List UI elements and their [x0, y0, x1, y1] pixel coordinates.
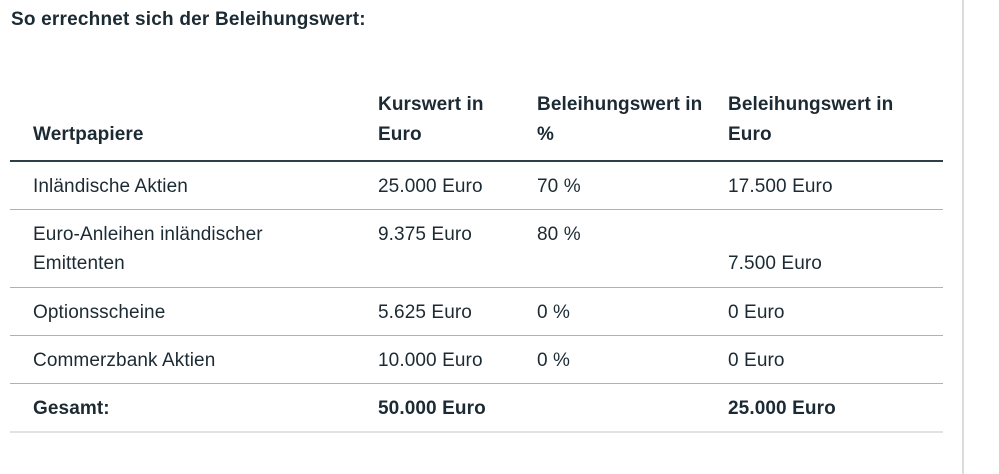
cell-beleihungswert-euro: 17.500 Euro [728, 161, 943, 210]
cell-beleihungswert-prozent: 80 % [537, 209, 728, 288]
cell-wertpapier-text: Euro-Anleihen inländischer Emittenten [33, 224, 263, 274]
table-row: Euro-Anleihen inländischer Emittenten 9.… [10, 209, 943, 288]
table-row: Commerzbank Aktien 10.000 Euro 0 % 0 Eur… [10, 335, 943, 384]
cell-wertpapier: Inländische Aktien [10, 161, 378, 210]
table-row: Inländische Aktien 25.000 Euro 70 % 17.5… [10, 161, 943, 210]
cell-wertpapier: Euro-Anleihen inländischer Emittenten [10, 209, 378, 288]
cell-beleihungswert-prozent: 0 % [537, 335, 728, 384]
total-beleihungswert-prozent [537, 383, 728, 433]
cell-kurswert: 5.625 Euro [378, 287, 537, 336]
table-header: Wertpapiere Kurswert in Euro Beleihungsw… [10, 86, 943, 162]
header-beleihungswert-euro: Beleihungswert in Euro [728, 86, 943, 162]
right-edge-divider [962, 0, 964, 474]
header-kurswert: Kurswert in Euro [378, 86, 537, 162]
header-row: Wertpapiere Kurswert in Euro Beleihungsw… [10, 86, 943, 162]
cell-wertpapier: Optionsscheine [10, 287, 378, 336]
cell-kurswert: 10.000 Euro [378, 335, 537, 384]
cell-beleihungswert-prozent: 70 % [537, 161, 728, 210]
table-total-row: Gesamt: 50.000 Euro 25.000 Euro [10, 383, 943, 433]
table-body: Inländische Aktien 25.000 Euro 70 % 17.5… [10, 161, 943, 433]
total-kurswert: 50.000 Euro [378, 383, 537, 433]
cell-kurswert: 9.375 Euro [378, 209, 537, 288]
total-beleihungswert-euro: 25.000 Euro [728, 383, 943, 433]
table-row: Optionsscheine 5.625 Euro 0 % 0 Euro [10, 287, 943, 336]
cell-wertpapier: Commerzbank Aktien [10, 335, 378, 384]
page-title: So errechnet sich der Beleihungswert: [11, 9, 366, 30]
cell-beleihungswert-prozent: 0 % [537, 287, 728, 336]
cell-beleihungswert-euro: 0 Euro [728, 335, 943, 384]
total-label: Gesamt: [10, 383, 378, 433]
cell-kurswert: 25.000 Euro [378, 161, 537, 210]
cell-beleihungswert-euro: 0 Euro [728, 287, 943, 336]
cell-beleihungswert-euro: 7.500 Euro [728, 209, 943, 288]
beleihungswert-table-container: Wertpapiere Kurswert in Euro Beleihungsw… [10, 86, 943, 433]
header-beleihungswert-prozent: Beleihungswert in % [537, 86, 728, 162]
beleihungswert-table: Wertpapiere Kurswert in Euro Beleihungsw… [10, 86, 943, 433]
header-wertpapiere: Wertpapiere [10, 86, 378, 162]
